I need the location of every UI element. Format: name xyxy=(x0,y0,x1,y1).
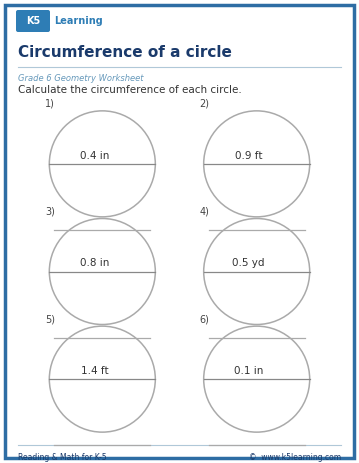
Text: 0.4 in: 0.4 in xyxy=(80,151,109,161)
Text: 0.8 in: 0.8 in xyxy=(80,258,109,269)
Text: 0.9 ft: 0.9 ft xyxy=(235,151,262,161)
Text: Grade 6 Geometry Worksheet: Grade 6 Geometry Worksheet xyxy=(18,74,144,83)
Text: 6): 6) xyxy=(200,314,210,324)
Text: Circumference of a circle: Circumference of a circle xyxy=(18,45,232,60)
Text: 4): 4) xyxy=(200,206,210,217)
Text: 2): 2) xyxy=(200,99,210,109)
Text: Reading & Math for K-5: Reading & Math for K-5 xyxy=(18,453,107,462)
Text: 0.5 yd: 0.5 yd xyxy=(233,258,265,269)
Text: Learning: Learning xyxy=(54,16,103,26)
Text: 5): 5) xyxy=(45,314,55,324)
FancyBboxPatch shape xyxy=(16,10,50,32)
Text: 3): 3) xyxy=(45,206,55,217)
Text: ©  www.k5learning.com: © www.k5learning.com xyxy=(249,453,341,462)
Text: 0.1 in: 0.1 in xyxy=(234,366,264,376)
Text: Calculate the circumference of each circle.: Calculate the circumference of each circ… xyxy=(18,85,242,95)
Text: 1.4 ft: 1.4 ft xyxy=(80,366,108,376)
Text: K5: K5 xyxy=(26,16,40,26)
Text: 1): 1) xyxy=(45,99,55,109)
